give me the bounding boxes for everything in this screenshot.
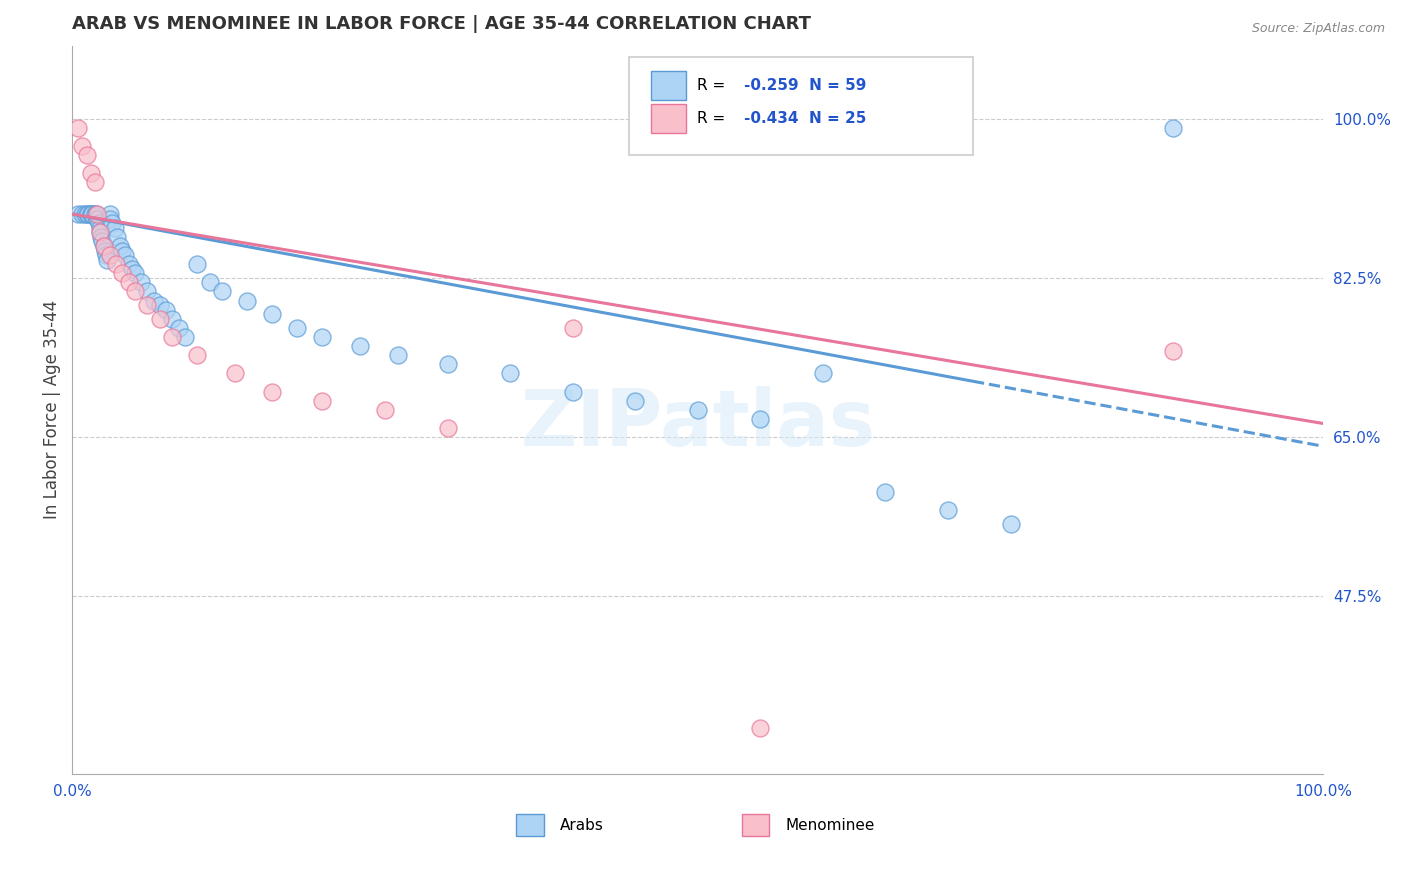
Point (811, 367, 834, 381)
Point (149, 298, 172, 312)
Point (136, 285, 159, 299)
Point (77, 207, 100, 221)
Text: -0.434  N = 25: -0.434 N = 25 (744, 111, 866, 126)
Point (80, 166, 103, 180)
Point (349, 339, 371, 353)
Point (262, 307, 284, 321)
Point (186, 348, 208, 362)
Point (76, 207, 98, 221)
Point (90, 230, 112, 244)
Point (80, 207, 103, 221)
Point (105, 257, 128, 271)
Point (83, 207, 105, 221)
Point (167, 321, 190, 335)
Point (89, 225, 111, 239)
Point (84, 207, 107, 221)
Point (105, 230, 128, 244)
Point (80, 207, 103, 221)
Point (1161, 120, 1184, 135)
Point (387, 348, 409, 362)
Point (82, 207, 104, 221)
Text: -0.259  N = 59: -0.259 N = 59 (744, 78, 866, 94)
Point (67, 207, 90, 221)
Point (124, 266, 146, 280)
Point (186, 257, 208, 271)
Text: R =: R = (696, 111, 730, 126)
Point (624, 393, 647, 408)
Point (96, 252, 118, 267)
Text: ZIPatlas: ZIPatlas (520, 386, 876, 462)
Point (173, 330, 195, 344)
Point (162, 330, 184, 344)
Point (198, 276, 221, 290)
Point (76, 148, 98, 162)
Point (236, 293, 259, 308)
Point (70, 207, 93, 221)
Point (111, 244, 134, 258)
Bar (651, 104, 686, 133)
Point (93, 239, 115, 253)
Point (87, 216, 110, 230)
Point (749, 412, 772, 426)
Point (111, 266, 134, 280)
Point (875, 484, 897, 499)
Point (561, 384, 583, 399)
Point (73, 207, 96, 221)
Point (262, 384, 284, 399)
Point (93, 239, 115, 253)
Point (749, 722, 772, 736)
Point (89, 220, 111, 235)
Point (155, 302, 177, 317)
Point (686, 402, 709, 417)
Bar (651, 71, 686, 100)
Point (436, 421, 458, 435)
Point (436, 357, 458, 371)
Point (67, 120, 90, 135)
Point (1000, 516, 1022, 531)
Point (124, 285, 146, 299)
Point (86, 211, 108, 226)
FancyBboxPatch shape (628, 56, 973, 155)
Point (211, 285, 233, 299)
Text: Source: ZipAtlas.com: Source: ZipAtlas.com (1251, 22, 1385, 36)
Point (89, 225, 111, 239)
Bar (516, 814, 544, 836)
Point (104, 220, 127, 235)
Bar (741, 814, 769, 836)
Point (108, 239, 131, 253)
Point (311, 330, 333, 344)
Point (101, 216, 124, 230)
Text: ARAB VS MENOMINEE IN LABOR FORCE | AGE 35-44 CORRELATION CHART: ARAB VS MENOMINEE IN LABOR FORCE | AGE 3… (72, 15, 811, 33)
Y-axis label: In Labor Force | Age 35-44: In Labor Force | Age 35-44 (44, 301, 60, 519)
Point (117, 257, 139, 271)
Point (142, 293, 165, 308)
Point (83, 175, 105, 189)
Point (117, 276, 139, 290)
Point (136, 298, 159, 312)
Text: R =: R = (696, 78, 730, 94)
Point (121, 261, 143, 276)
Point (311, 393, 333, 408)
Point (287, 321, 309, 335)
Point (70, 138, 93, 153)
Point (98, 211, 121, 226)
Point (1161, 343, 1184, 358)
Point (936, 503, 959, 517)
Text: Menominee: Menominee (786, 817, 875, 832)
Point (149, 311, 172, 326)
Point (162, 311, 184, 326)
Point (91, 235, 114, 249)
Point (129, 276, 152, 290)
Point (94, 248, 117, 262)
Point (561, 321, 583, 335)
Point (98, 207, 121, 221)
Point (98, 248, 121, 262)
Point (114, 248, 136, 262)
Point (86, 207, 108, 221)
Point (374, 402, 396, 417)
Point (224, 367, 246, 381)
Point (94, 244, 117, 258)
Text: Arabs: Arabs (560, 817, 605, 832)
Point (499, 367, 522, 381)
